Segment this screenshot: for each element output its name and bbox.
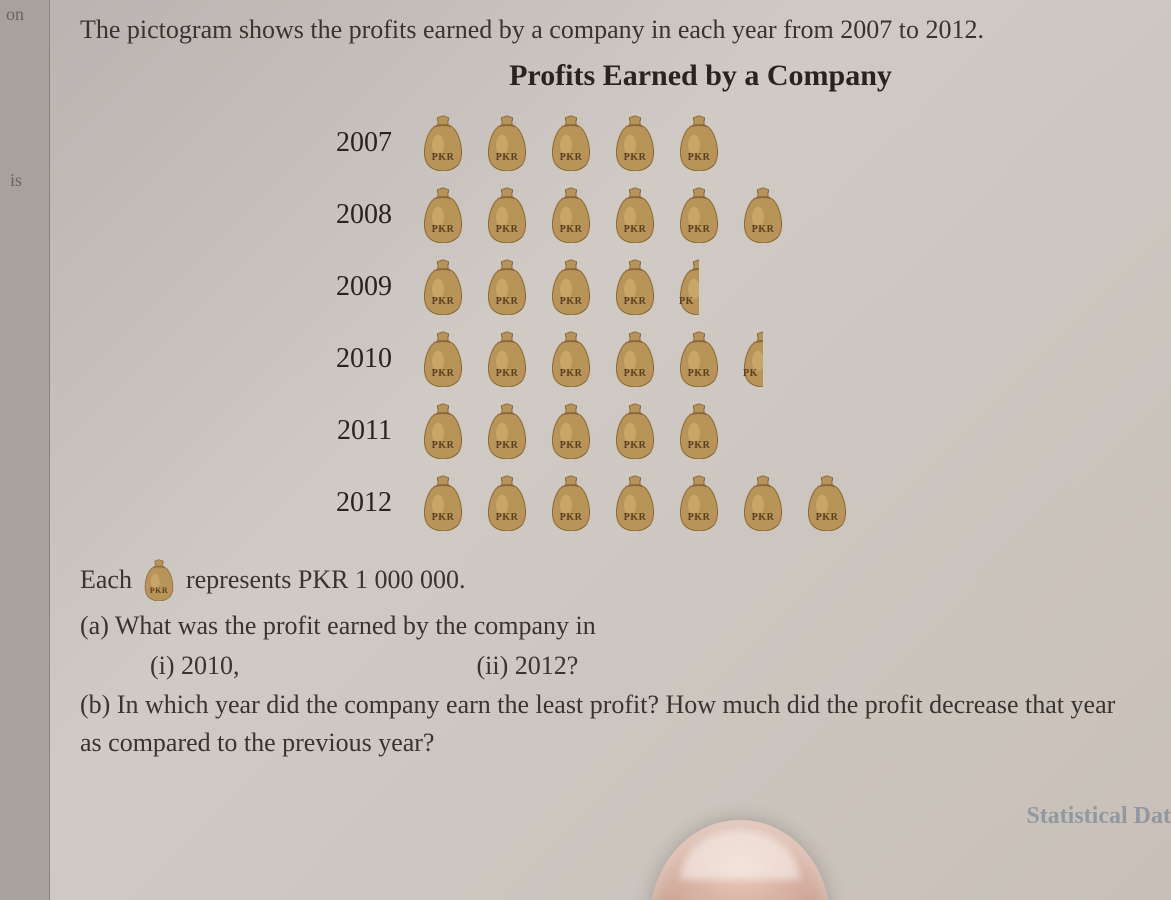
pictogram-row: 2007 PKR PKR PKR PKR PKR (310, 107, 1141, 179)
pictogram-icons: PKR PKR PKR PKR PKR (418, 115, 724, 171)
question-b: (b) In which year did the company earn t… (80, 686, 1141, 761)
money-bag-icon: PKR (418, 475, 468, 531)
money-bag-half-icon: PK (738, 331, 763, 387)
year-label: 2007 (310, 127, 400, 159)
money-bag-icon: PKR (482, 331, 532, 387)
money-bag-half-icon: PK (674, 259, 699, 315)
money-bag-icon: PKR (482, 475, 532, 531)
money-bag-icon: PKR (140, 559, 178, 601)
year-label: 2012 (310, 487, 400, 519)
money-bag-icon: PKR (418, 259, 468, 315)
chart-title: Profits Earned by a Company (260, 59, 1141, 93)
question-a-ii: (ii) 2012? (477, 651, 579, 680)
pictogram-row: 2010 PKR PKR PKR PKR PKR PK (310, 323, 1141, 395)
money-bag-icon: PKR (674, 115, 724, 171)
money-bag-icon: PKR (738, 187, 788, 243)
pictogram-icons: PKR PKR PKR PKR PKR PKR (418, 187, 788, 243)
thumb-photo-artifact (650, 820, 830, 900)
pictogram-icons: PKR PKR PKR PKR PKR PK (418, 331, 763, 387)
questions-block: (a) What was the profit earned by the co… (80, 607, 1141, 762)
money-bag-icon: PKR (610, 187, 660, 243)
money-bag-icon: PKR (738, 475, 788, 531)
margin-text-top: on (6, 4, 24, 25)
money-bag-icon: PKR (418, 403, 468, 459)
money-bag-icon: PKR (546, 403, 596, 459)
money-bag-icon: PKR (482, 187, 532, 243)
money-bag-icon: PKR (610, 475, 660, 531)
question-a-i: (i) 2010, (150, 647, 470, 685)
question-a-subparts: (i) 2010, (ii) 2012? (80, 647, 1141, 685)
pictogram-row: 2009 PKR PKR PKR PKR PK (310, 251, 1141, 323)
pictogram-key: Each PKR represents PKR 1 000 000. (80, 559, 1141, 601)
intro-paragraph: The pictogram shows the profits earned b… (80, 10, 1141, 49)
money-bag-icon: PKR (546, 475, 596, 531)
pictogram-row: 2011 PKR PKR PKR PKR PKR (310, 395, 1141, 467)
money-bag-icon: PKR (482, 115, 532, 171)
page-margin: on is (0, 0, 50, 900)
pictogram-icons: PKR PKR PKR PKR PKR (418, 403, 724, 459)
money-bag-icon: PKR (418, 115, 468, 171)
money-bag-icon: PKR (610, 115, 660, 171)
money-bag-icon: PKR (610, 331, 660, 387)
year-label: 2011 (310, 415, 400, 447)
year-label: 2010 (310, 343, 400, 375)
money-bag-icon: PKR (674, 403, 724, 459)
money-bag-icon: PKR (674, 187, 724, 243)
money-bag-icon: PKR (610, 403, 660, 459)
page-content: The pictogram shows the profits earned b… (50, 0, 1171, 900)
year-label: 2009 (310, 271, 400, 303)
pictogram-row: 2008 PKR PKR PKR PKR PKR PKR (310, 179, 1141, 251)
money-bag-icon: PKR (546, 331, 596, 387)
money-bag-icon: PKR (610, 259, 660, 315)
money-bag-icon: PKR (482, 259, 532, 315)
pictogram-row: 2012 PKR PKR PKR PKR PKR PKR PKR (310, 467, 1141, 539)
pictogram-chart: 2007 PKR PKR PKR PKR PKR2008 PKR PKR PKR… (310, 107, 1141, 539)
money-bag-icon: PKR (546, 187, 596, 243)
money-bag-icon: PKR (674, 475, 724, 531)
margin-text-mid: is (10, 170, 22, 191)
question-a: (a) What was the profit earned by the co… (80, 607, 1141, 645)
money-bag-icon: PKR (418, 331, 468, 387)
money-bag-icon: PKR (418, 187, 468, 243)
money-bag-icon: PKR (482, 403, 532, 459)
watermark-text: Statistical Dat (1026, 803, 1171, 830)
key-suffix: represents PKR 1 000 000. (186, 565, 465, 595)
year-label: 2008 (310, 199, 400, 231)
money-bag-icon: PKR (802, 475, 852, 531)
key-prefix: Each (80, 565, 132, 595)
money-bag-icon: PKR (546, 115, 596, 171)
money-bag-icon: PKR (546, 259, 596, 315)
money-bag-icon: PKR (674, 331, 724, 387)
pictogram-icons: PKR PKR PKR PKR PKR PKR PKR (418, 475, 852, 531)
pictogram-icons: PKR PKR PKR PKR PK (418, 259, 699, 315)
